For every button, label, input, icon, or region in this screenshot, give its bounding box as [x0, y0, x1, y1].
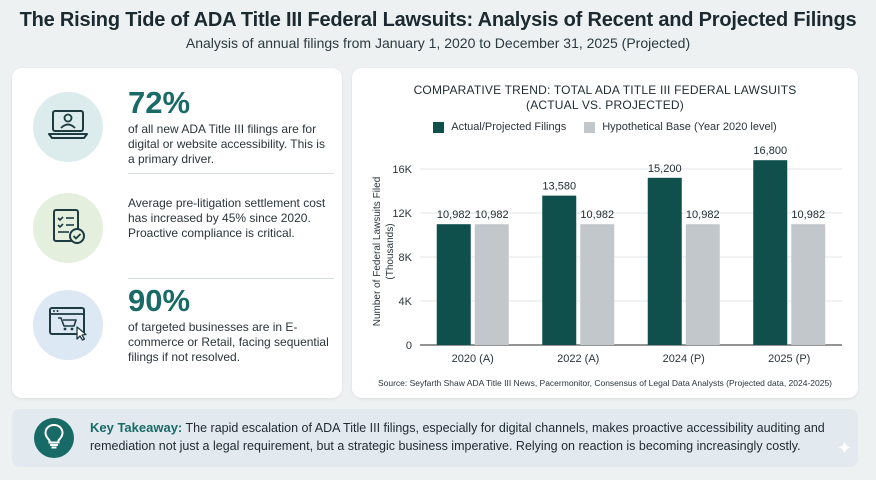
lightbulb-icon	[43, 423, 65, 454]
data-label: 15,200	[648, 163, 682, 175]
page-subtitle: Analysis of annual filings from January …	[185, 35, 691, 51]
legend-swatch-actual	[433, 121, 445, 133]
stat-description: Average pre-litigation settlement cost h…	[128, 196, 326, 240]
divider	[128, 173, 334, 174]
takeaway-text: The rapid escalation of ADA Title III fi…	[90, 421, 825, 453]
bar-base	[580, 224, 615, 345]
legend-label-actual: Actual/Projected Filings	[451, 121, 567, 133]
bar-base	[791, 224, 826, 345]
x-tick-label: 2024 (P)	[663, 353, 705, 365]
takeaway-icon-circle	[34, 418, 74, 458]
legend-swatch-base	[584, 121, 596, 133]
chart-panel: COMPARATIVE TREND: TOTAL ADA TITLE III F…	[352, 68, 858, 398]
key-takeaway: Key Takeaway: The rapid escalation of AD…	[12, 409, 858, 467]
legend-label-base: Hypothetical Base (Year 2020 level)	[602, 121, 777, 133]
x-tick-label: 2022 (A)	[557, 353, 599, 365]
bar-actual	[542, 195, 577, 345]
stat-value: 90%	[128, 283, 191, 318]
bar-actual	[753, 160, 788, 345]
stat-value: 72%	[128, 85, 191, 120]
stat-settlement-cost: Average pre-litigation settlement cost h…	[12, 180, 342, 278]
stat-description: of all new ADA Title III filings are for…	[128, 122, 325, 166]
stat-ecommerce-targets: 90% of targeted businesses are in E-comm…	[12, 282, 342, 392]
header: The Rising Tide of ADA Title III Federal…	[0, 0, 876, 51]
chart-source: Source: Seyfarth Shaw ADA Title III News…	[377, 378, 833, 388]
stat-digital-filings: 72% of all new ADA Title III filings are…	[12, 82, 342, 180]
data-label: 13,580	[542, 181, 576, 193]
data-label: 10,982	[437, 209, 471, 221]
bar-base	[474, 224, 509, 345]
x-tick-label: 2020 (A)	[452, 353, 494, 365]
legend-item-base: Hypothetical Base (Year 2020 level)	[584, 121, 777, 133]
chart-legend: Actual/Projected Filings Hypothetical Ba…	[352, 121, 858, 133]
bar-actual	[647, 177, 682, 345]
y-tick-label: 4K	[399, 296, 413, 308]
y-tick-label: 12K	[392, 208, 412, 220]
sparkle-icon: ✦	[836, 438, 852, 458]
stat-icon-circle	[33, 92, 103, 162]
stat-icon-circle	[33, 290, 103, 360]
stats-panel: 72% of all new ADA Title III filings are…	[12, 68, 342, 398]
stat-icon-circle	[33, 193, 103, 263]
y-tick-label: 8K	[399, 252, 413, 264]
data-label: 10,982	[791, 209, 825, 221]
legend-item-actual: Actual/Projected Filings	[433, 121, 566, 133]
checklist-icon	[49, 206, 87, 251]
data-label: 16,800	[753, 145, 787, 157]
data-label: 10,982	[580, 209, 614, 221]
stat-description: of targeted businesses are in E-commerce…	[128, 320, 329, 364]
y-tick-label: 16K	[392, 164, 412, 176]
data-label: 10,982	[475, 209, 509, 221]
bar-base	[685, 224, 720, 345]
divider	[128, 278, 334, 279]
chart-title: COMPARATIVE TREND: TOTAL ADA TITLE III F…	[413, 83, 797, 112]
y-axis-label: Number of Federal Lawsuits Filed (Thousan…	[372, 177, 396, 327]
takeaway-text-block: Key Takeaway: The rapid escalation of AD…	[90, 419, 850, 455]
takeaway-label: Key Takeaway:	[90, 420, 183, 435]
y-tick-label: 0	[406, 340, 412, 352]
x-tick-label: 2025 (P)	[768, 353, 810, 365]
shopping-cart-browser-icon	[47, 305, 89, 346]
laptop-user-icon	[48, 108, 88, 147]
bar-actual	[436, 224, 471, 345]
page-title: The Rising Tide of ADA Title III Federal…	[19, 9, 857, 31]
data-label: 10,982	[686, 209, 720, 221]
